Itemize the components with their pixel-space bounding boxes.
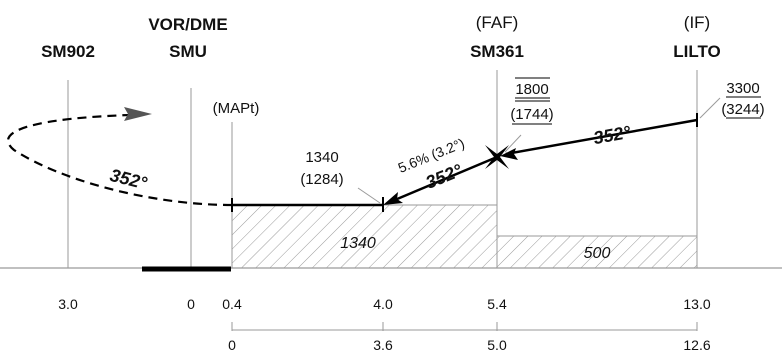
dme-distance-label: 0	[187, 296, 195, 312]
faf-altitude: 1800	[515, 81, 548, 98]
intermediate-descent-path	[505, 118, 698, 156]
faf-label-leader	[504, 134, 522, 153]
missed-approach-path	[7, 113, 233, 207]
intermediate-arrowhead	[500, 148, 518, 160]
intermediate-track: 352°	[592, 122, 633, 148]
smu-name: SMU	[169, 42, 207, 61]
dme-distance-label: 4.0	[373, 296, 393, 312]
missed-approach-arrowhead	[124, 107, 152, 121]
sm902-name: SM902	[41, 42, 95, 61]
if-label-leader	[699, 97, 721, 119]
dme-distance-label: 13.0	[683, 296, 710, 312]
lilto-height: (3244)	[721, 101, 764, 118]
mapt-type: (MAPt)	[213, 100, 260, 117]
faf-type: (FAF)	[476, 13, 519, 32]
if-name: LILTO	[673, 42, 721, 61]
oca-final-value: 1340	[340, 235, 376, 252]
final-descent-path	[389, 155, 498, 204]
faf-height: (1744)	[510, 106, 553, 123]
if-type: (IF)	[684, 13, 710, 32]
missed-track: 352°	[108, 165, 150, 194]
thr-distance-label: 12.6	[683, 337, 710, 353]
faf-name: SM361	[470, 42, 524, 61]
step-altitude: 1340	[305, 149, 338, 166]
thr-distance-label: 0	[228, 337, 236, 353]
dme-distance-label: 3.0	[58, 296, 78, 312]
lilto-altitude: 3300	[726, 80, 759, 97]
final-descent-arrowhead	[383, 192, 403, 205]
thr-distance-label: 3.6	[373, 337, 393, 353]
step-height: (1284)	[300, 171, 343, 188]
smu-type: VOR/DME	[148, 15, 227, 34]
oca-intermediate-value: 500	[584, 245, 611, 262]
final-track: 352°	[423, 160, 466, 193]
oca-final-area	[231, 204, 498, 269]
dme-distance-label: 5.4	[487, 296, 507, 312]
dme-distance-label: 0.4	[222, 296, 242, 312]
faf-cross-icon	[485, 145, 509, 169]
step-label-leader	[357, 187, 381, 204]
thr-distance-label: 5.0	[487, 337, 507, 353]
